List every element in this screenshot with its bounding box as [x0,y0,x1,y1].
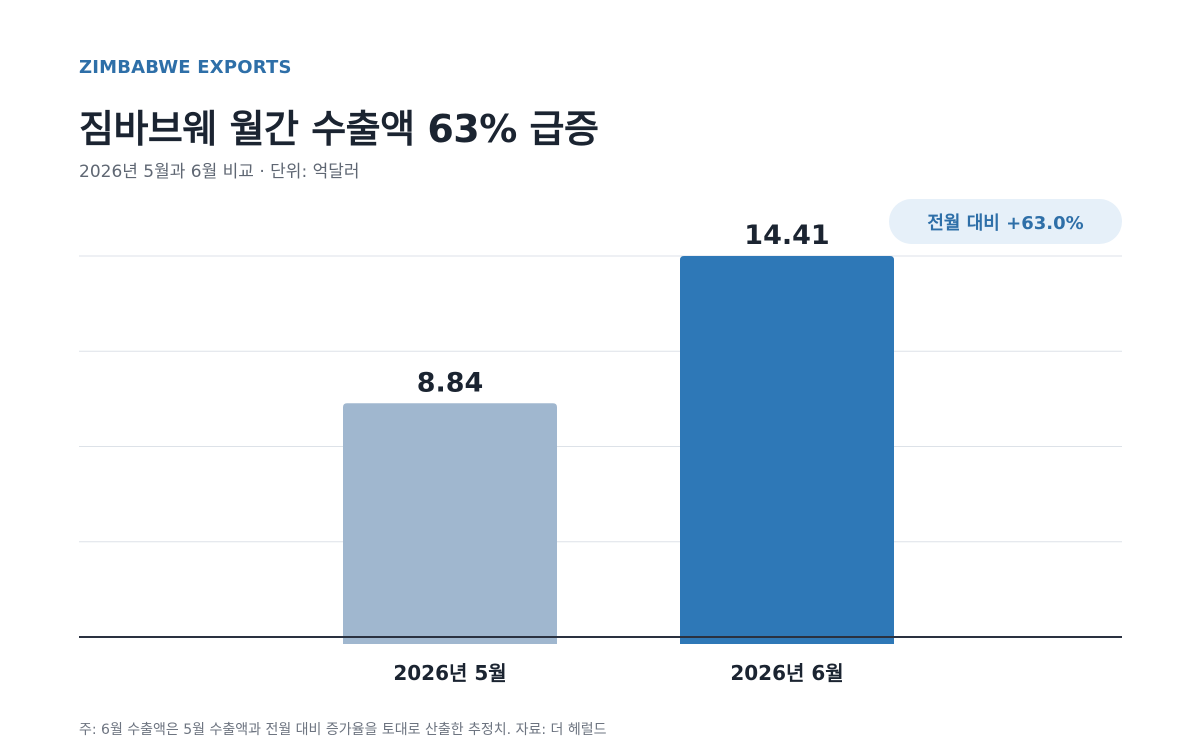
grid-lines [79,255,1122,543]
value-label: 14.41 [744,220,829,251]
bar-june [680,256,894,644]
labels: 8.84 2026년 5월 14.41 2026년 6월 [393,220,843,685]
chart-subtitle: 2026년 5월과 6월 비교 · 단위: 억달러 [79,162,360,182]
bar-may [343,403,557,644]
value-label: 8.84 [417,367,484,398]
change-badge: 전월 대비 +63.0% [889,199,1122,244]
bars [343,256,894,644]
chart-title: 짐바브웨 월간 수출액 63% 급증 [79,107,599,151]
footnote: 주: 6월 수출액은 5월 수출액과 전월 대비 증가율을 토대로 산출한 추정… [79,722,607,738]
chart-kicker: ZIMBABWE EXPORTS [79,57,292,78]
category-label: 2026년 5월 [393,661,506,685]
category-label: 2026년 6월 [730,661,843,685]
